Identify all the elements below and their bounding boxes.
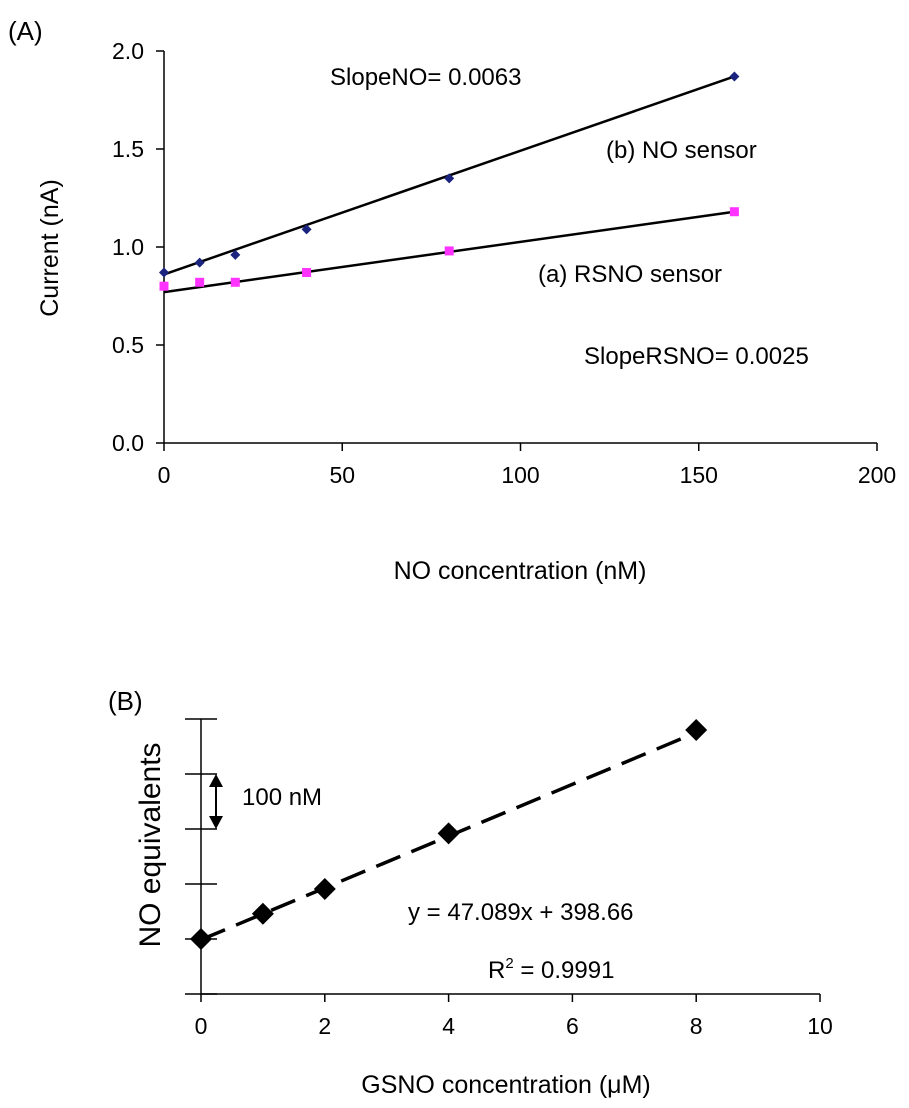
rsno-sensor-point (195, 277, 205, 287)
panel-b-chart: (B) 0 2 4 6 8 10 NO equivalents GSNO concentr… (108, 686, 833, 1099)
panel-a-y-tick-label: 1.0 (112, 234, 144, 260)
panel-a-chart: (A) 0.0 0.5 1.0 1.5 2.0 0 50 100 150 200 Current … (8, 16, 896, 585)
rsno-sensor-label: (a) RSNO sensor (538, 261, 722, 288)
panel-a-y-tick-label: 1.5 (112, 136, 144, 162)
scale-bar-arrow-down-icon (209, 816, 223, 829)
panel-a-x-tick-label: 200 (858, 462, 896, 488)
no-sensor-point (301, 224, 312, 235)
panel-a-y-tick-label: 0.0 (112, 430, 144, 456)
rsno-sensor-point (230, 277, 240, 287)
no-sensor-label: (b) NO sensor (606, 137, 757, 164)
rsno-sensor-point (159, 281, 169, 291)
no-sensor-point (230, 249, 241, 260)
no-sensor-point (194, 257, 205, 268)
rsno-sensor-point (444, 246, 454, 256)
panel-a-y-tick-label: 2.0 (112, 38, 144, 64)
no-sensor-point (444, 173, 455, 184)
gsno-data-point (685, 719, 708, 741)
r-squared-value: = 0.9991 (514, 957, 615, 984)
scale-bar-label: 100 nM (242, 784, 322, 811)
gsno-data-point (251, 902, 274, 925)
panel-a-x-tick-label: 100 (501, 462, 539, 488)
panel-a-y-tick-label: 0.5 (112, 332, 144, 358)
slope-rsno-annotation: SlopeRSNO= 0.0025 (584, 343, 809, 370)
r-squared: R2 = 0.9991 (488, 955, 614, 984)
panel-b-x-tick-label: 2 (318, 1013, 331, 1039)
r-squared-exponent: 2 (505, 955, 513, 972)
panel-a-x-axis-title: NO concentration (nM) (394, 557, 647, 585)
panel-b-x-tick-label: 10 (807, 1013, 833, 1039)
no-sensor-point (729, 71, 740, 82)
panel-a-label: (A) (8, 16, 43, 46)
panel-a-x-tick-label: 50 (329, 462, 355, 488)
no-sensor-point (159, 267, 169, 278)
panel-b-x-tick-label: 8 (690, 1013, 703, 1039)
r-squared-prefix: R (488, 957, 505, 984)
panel-a-axes: 0.0 0.5 1.0 1.5 2.0 0 50 100 150 200 (112, 38, 896, 488)
panel-b-x-tick-label: 0 (195, 1013, 208, 1039)
panel-a-fit-lines (163, 75, 735, 294)
panel-b-x-axis-title: GSNO concentration (μM) (361, 1071, 651, 1099)
panel-b-x-tick-label: 4 (442, 1013, 455, 1039)
gsno-data-point (437, 822, 460, 845)
gsno-data-point (190, 928, 212, 950)
regression-equation: y = 47.089x + 398.66 (408, 899, 634, 926)
panel-b-y-axis-title: NO equivalents (134, 742, 167, 947)
panel-a-markers (159, 71, 740, 291)
scale-bar (209, 774, 223, 829)
slope-no-annotation: SlopeNO= 0.0063 (330, 64, 521, 91)
rsno-sensor-point (729, 207, 739, 217)
rsno-sensor-point (302, 267, 312, 277)
panel-b-markers (190, 719, 708, 950)
panel-b-axes: 0 2 4 6 8 10 (185, 718, 833, 1039)
panel-b-x-tick-label: 6 (566, 1013, 579, 1039)
panel-a-y-axis-title: Current (nA) (36, 179, 64, 317)
panel-b-label: (B) (108, 686, 143, 716)
panel-a-x-tick-label: 0 (158, 462, 171, 488)
panel-a-x-tick-label: 150 (680, 462, 718, 488)
scale-bar-arrow-up-icon (209, 774, 223, 787)
gsno-data-point (313, 877, 336, 900)
